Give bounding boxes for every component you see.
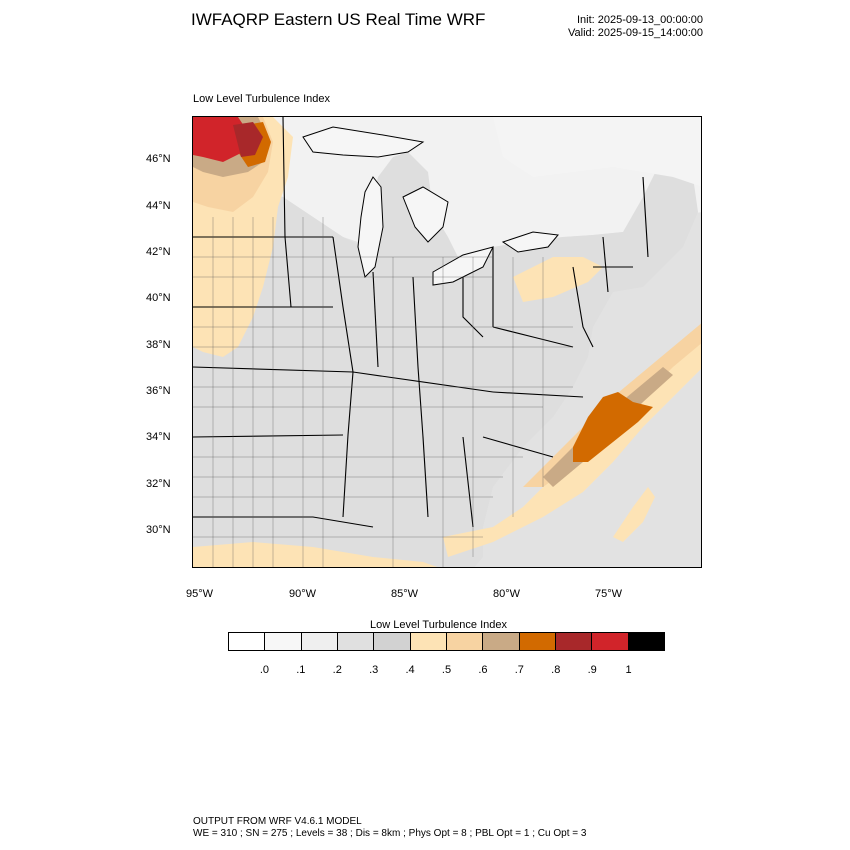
- colorbar-label: .5: [441, 664, 452, 676]
- colorbar-label: 1: [625, 664, 632, 676]
- lon-label-85: 85°W: [391, 588, 419, 600]
- lat-label-36: 36°N: [146, 385, 171, 397]
- colorbar-box: [374, 633, 411, 650]
- lat-label-38: 38°N: [146, 339, 171, 351]
- lat-label-30: 30°N: [146, 524, 171, 536]
- footer-config: WE = 310 ; SN = 275 ; Levels = 38 ; Dis …: [193, 828, 587, 839]
- lat-label-34: 34°N: [146, 431, 171, 443]
- turbulence-offshore-low: [613, 487, 655, 542]
- colorbar-label: .0: [259, 664, 269, 676]
- colorbar-box: [229, 633, 266, 650]
- lon-label-95: 95°W: [186, 588, 214, 600]
- colorbar-label: .6: [478, 664, 488, 676]
- colorbar-box: [555, 633, 593, 650]
- lat-label-46: 46°N: [146, 153, 171, 165]
- us-landmass: [193, 142, 698, 567]
- colorbar-box: [628, 633, 664, 650]
- map-panel: [192, 116, 702, 568]
- colorbar-box: [265, 633, 302, 650]
- colorbar-label: .9: [587, 664, 597, 676]
- county-grid: [193, 217, 573, 567]
- lon-label-90: 90°W: [289, 588, 317, 600]
- lake-huron: [402, 186, 449, 243]
- lake-superior: [302, 126, 425, 158]
- turbulence-coast-high: [573, 392, 653, 462]
- colorbar-label: .3: [369, 664, 379, 676]
- model-footer: OUTPUT FROM WRF V4.6.1 MODEL WE = 310 ; …: [193, 816, 586, 840]
- map-subtitle: Low Level Turbulence Index: [193, 93, 330, 105]
- lake-michigan: [357, 176, 384, 278]
- turbulence-west-very-high: [233, 122, 263, 157]
- lat-label-42: 42°N: [146, 246, 171, 258]
- lon-label-80: 80°W: [493, 588, 521, 600]
- colorbar-box: [519, 633, 556, 650]
- colorbar: [228, 632, 665, 651]
- lon-label-75: 75°W: [595, 588, 623, 600]
- colorbar-label: .1: [296, 664, 306, 676]
- colorbar-title: Low Level Turbulence Index: [370, 619, 507, 631]
- figure-title: IWFAQRP Eastern US Real Time WRF: [191, 10, 486, 29]
- lat-label-44: 44°N: [146, 200, 171, 212]
- run-info: Init: 2025-09-13_00:00:00 Valid: 2025-09…: [520, 14, 703, 40]
- northeast-water: [493, 117, 701, 187]
- map-svg: [193, 117, 701, 567]
- footer-model: OUTPUT FROM WRF V4.6.1 MODEL: [193, 816, 362, 827]
- colorbar-label: .4: [405, 664, 415, 676]
- turbulence-gulf-low: [193, 542, 438, 567]
- colorbar-box: [301, 633, 338, 650]
- colorbar-label: .2: [332, 664, 342, 676]
- valid-time: Valid: 2025-09-15_14:00:00: [568, 27, 703, 39]
- colorbar-box: [592, 633, 629, 650]
- colorbar-box: [446, 633, 484, 650]
- init-time: Init: 2025-09-13_00:00:00: [577, 14, 703, 26]
- state-borders: [193, 117, 649, 528]
- colorbar-label: .8: [551, 664, 561, 676]
- lake-ontario: [501, 231, 559, 253]
- colorbar-box: [337, 633, 375, 650]
- colorbar-box: [483, 633, 520, 650]
- colorbar-box: [410, 633, 447, 650]
- turbulence-appalachian-low: [513, 257, 603, 302]
- lat-label-32: 32°N: [146, 478, 171, 490]
- lat-label-40: 40°N: [146, 292, 171, 304]
- lake-erie: [432, 246, 494, 286]
- colorbar-label: .7: [514, 664, 524, 676]
